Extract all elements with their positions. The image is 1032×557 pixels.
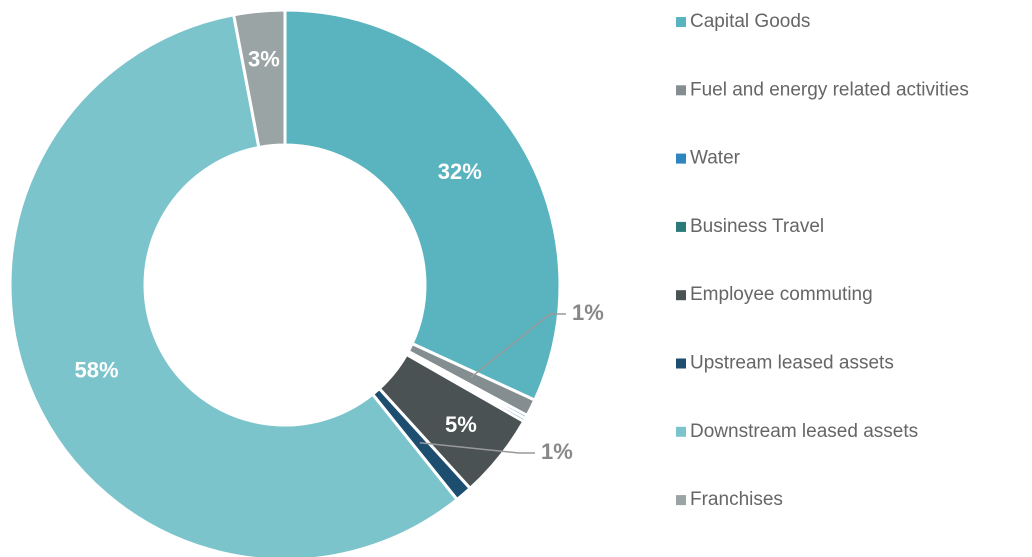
leader-line	[470, 313, 566, 379]
slice-label: 5%	[445, 412, 477, 437]
legend-text: Business Travel	[690, 216, 824, 237]
slice-label: 1%	[572, 300, 604, 325]
slice-label: 32%	[438, 159, 482, 184]
legend-swatch	[676, 221, 686, 232]
legend-swatch	[676, 153, 686, 164]
legend-text: Franchises	[690, 489, 783, 510]
legend-swatch	[676, 290, 686, 301]
legend-swatch	[676, 426, 686, 437]
legend-text: Employee commuting	[690, 284, 873, 305]
slice-label: 1%	[541, 439, 573, 464]
legend-text: Downstream leased assets	[690, 421, 918, 442]
legend-text: Fuel and energy related activities	[690, 79, 969, 100]
slice-label: 58%	[75, 358, 119, 383]
donut-slice	[8, 13, 460, 557]
leader-line	[419, 441, 535, 454]
legend-text: Water	[690, 148, 741, 169]
legend-swatch	[676, 358, 686, 369]
legend-swatch	[676, 495, 686, 506]
legend-swatch	[676, 17, 686, 27]
legend-text: Capital Goods	[690, 11, 810, 32]
legend-swatch	[676, 85, 686, 96]
donut-slice	[283, 8, 562, 403]
slice-label: 3%	[248, 46, 280, 71]
donut-slice	[231, 8, 287, 150]
legend-text: Upstream leased assets	[690, 353, 894, 374]
